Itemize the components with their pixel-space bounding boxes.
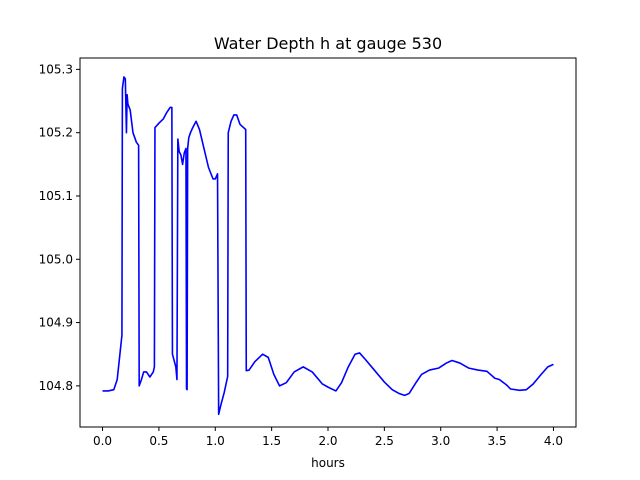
x-tick-label: 4.0	[544, 434, 563, 448]
y-tick-label: 105.1	[39, 189, 73, 203]
series-layer	[102, 76, 554, 416]
y-tick-label: 104.8	[39, 379, 73, 393]
y-axis: 104.8 104.9 105.0 105.1 105.2 105.3	[39, 62, 80, 393]
x-tick-label: 2.5	[375, 434, 394, 448]
x-tick-label: 1.5	[262, 434, 281, 448]
x-tick-label: 3.0	[431, 434, 450, 448]
y-tick-label: 105.0	[39, 252, 73, 266]
series-line-0	[102, 76, 554, 416]
x-tick-label: 2.0	[318, 434, 337, 448]
x-tick-label: 3.5	[488, 434, 507, 448]
chart-title: Water Depth h at gauge 530	[214, 34, 442, 53]
y-tick-label: 104.9	[39, 316, 73, 330]
x-tick-label: 0.0	[93, 434, 112, 448]
y-tick-label: 105.2	[39, 126, 73, 140]
x-tick-label: 1.0	[206, 434, 225, 448]
x-axis: 0.0 0.5 1.0 1.5 2.0 2.5 3.0 3.5 4.0	[93, 427, 563, 448]
y-tick-label: 105.3	[39, 62, 73, 76]
x-axis-label: hours	[311, 456, 345, 470]
x-tick-label: 0.5	[149, 434, 168, 448]
